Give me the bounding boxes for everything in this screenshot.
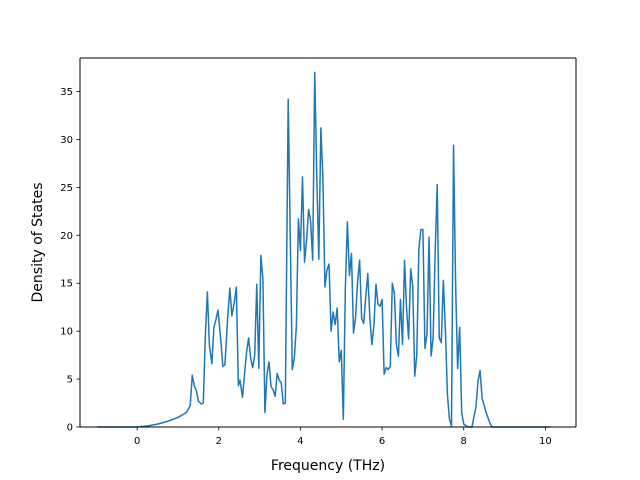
x-tick-label: 4 xyxy=(297,436,303,447)
axes-frame xyxy=(79,57,577,428)
x-tick-label: 8 xyxy=(461,436,467,447)
y-tick-label: 0 xyxy=(67,423,73,434)
y-tick-label: 15 xyxy=(60,279,73,290)
x-tick-label: 10 xyxy=(539,436,552,447)
series-layer xyxy=(97,71,551,428)
plot-area xyxy=(80,58,576,427)
x-axis-ticks: 0 2 4 6 8 10 xyxy=(134,427,552,447)
y-axis-ticks: 0 5 10 15 20 25 30 35 xyxy=(60,87,80,434)
y-tick-label: 30 xyxy=(60,135,73,146)
x-axis-label: Frequency (THz) xyxy=(271,458,385,474)
series-line-0 xyxy=(97,71,551,428)
x-tick-label: 6 xyxy=(379,436,385,447)
y-axis-label: Density of States xyxy=(30,183,46,303)
x-tick-label: 2 xyxy=(216,436,222,447)
y-tick-label: 25 xyxy=(60,183,73,194)
y-tick-label: 10 xyxy=(60,327,73,338)
x-tick-label: 0 xyxy=(134,436,140,447)
y-tick-label: 5 xyxy=(67,375,73,386)
y-tick-label: 35 xyxy=(60,87,73,98)
y-tick-label: 20 xyxy=(60,231,73,242)
